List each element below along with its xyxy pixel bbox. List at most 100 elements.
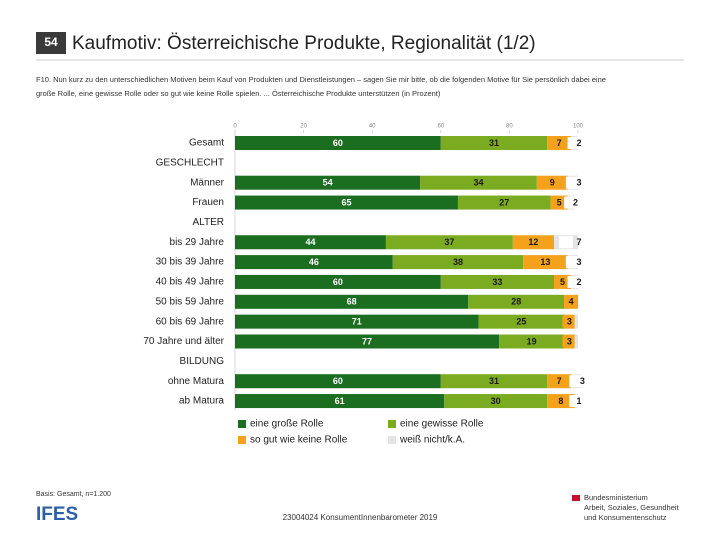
value-label: 3	[567, 317, 572, 327]
label-box	[562, 315, 577, 328]
label-box	[565, 256, 580, 269]
value-label: 37	[444, 237, 454, 247]
bar-segment	[235, 374, 441, 389]
value-label: 19	[527, 336, 537, 346]
label-box	[569, 375, 584, 388]
label-box	[564, 295, 579, 308]
label-box	[565, 176, 580, 189]
bar-segment	[499, 334, 565, 349]
category-label: bis 29 Jahre	[170, 237, 225, 248]
bar-segment	[235, 394, 445, 409]
category-label: 30 bis 39 Jahre	[156, 257, 225, 268]
value-label: 33	[492, 277, 502, 287]
legend-swatch	[238, 436, 246, 444]
legend-swatch	[238, 420, 246, 428]
value-label: 12	[528, 237, 538, 247]
bar-segment	[235, 255, 393, 270]
label-box	[545, 176, 560, 189]
value-label: 54	[323, 178, 333, 188]
value-label: 60	[333, 376, 343, 386]
x-tick-label: 20	[300, 124, 307, 130]
ministry: Bundesministerium	[584, 493, 648, 502]
category-label: 40 bis 49 Jahre	[156, 277, 225, 288]
label-box	[552, 375, 567, 388]
bar-segment	[235, 294, 469, 309]
value-label: 38	[453, 257, 463, 267]
value-label: 8	[558, 396, 563, 406]
category-label: ab Matura	[179, 396, 224, 407]
value-label: 7	[557, 376, 562, 386]
category-label: Männer	[190, 177, 225, 188]
value-label: 30	[491, 396, 501, 406]
legend-label: weiß nicht/k.A.	[399, 435, 465, 446]
legend-label: eine große Rolle	[250, 419, 324, 430]
bar-segment	[440, 374, 548, 389]
question-line: große Rolle, eine gewisse Rolle oder so …	[36, 89, 441, 98]
category-label: ALTER	[193, 217, 225, 228]
label-box	[552, 137, 567, 149]
category-label: 60 bis 69 Jahre	[156, 316, 225, 327]
value-label: 60	[333, 277, 343, 287]
legend-swatch	[388, 436, 396, 444]
ministry: und Konsumentenschutz	[584, 513, 667, 522]
value-label: 2	[576, 138, 581, 148]
bar-segment	[235, 235, 386, 250]
value-label: 5	[557, 197, 562, 207]
footer: 23004024 KonsumentInnenbarometer 2019	[283, 513, 438, 522]
ministry: Arbeit, Soziales, Gesundheit	[584, 503, 680, 512]
value-label: 3	[576, 257, 581, 267]
value-label: 3	[567, 336, 572, 346]
value-label: 71	[352, 317, 362, 327]
value-label: 61	[335, 396, 345, 406]
question-line: F10. Nun kurz zu den unterschiedlichen M…	[36, 75, 606, 84]
slide-title: Kaufmotiv: Österreichische Produkte, Reg…	[72, 33, 536, 54]
label-box	[564, 196, 579, 209]
x-tick-label: 60	[437, 124, 444, 130]
bar-segment	[385, 235, 513, 250]
bar-segment	[235, 136, 441, 150]
bar-segment	[440, 136, 548, 150]
value-label: 65	[341, 197, 351, 207]
bar-segment	[392, 255, 524, 270]
label-box	[526, 236, 541, 249]
bar-segment	[574, 334, 578, 349]
value-label: 60	[333, 138, 343, 148]
x-tick-label: 100	[573, 124, 584, 130]
bar-segment	[444, 394, 548, 409]
label-box	[567, 275, 582, 288]
x-tick-label: 0	[233, 124, 237, 130]
flag-icon	[572, 495, 580, 501]
value-label: 25	[516, 317, 526, 327]
label-box	[562, 335, 577, 348]
category-label: BILDUNG	[180, 356, 225, 367]
bar-segment	[574, 314, 578, 329]
label-box	[552, 196, 567, 209]
value-label: 13	[540, 257, 550, 267]
value-label: 3	[576, 178, 581, 188]
bar-segment	[235, 314, 479, 329]
label-box	[569, 395, 584, 408]
label-box	[558, 236, 573, 249]
category-label: GESCHLECHT	[156, 157, 224, 168]
label-box	[538, 256, 553, 269]
x-tick-label: 80	[506, 124, 513, 130]
bar-segment	[478, 314, 565, 329]
value-label: 28	[511, 297, 521, 307]
value-label: 46	[309, 257, 319, 267]
value-label: 2	[573, 197, 578, 207]
label-box	[555, 275, 570, 288]
category-label: Gesamt	[189, 138, 224, 149]
value-label: 31	[489, 138, 499, 148]
value-label: 27	[499, 197, 509, 207]
category-label: 50 bis 59 Jahre	[156, 296, 225, 307]
logo: IFES	[36, 504, 78, 525]
page-number-box	[36, 32, 66, 54]
bar-segment	[440, 274, 554, 289]
value-label: 77	[362, 336, 372, 346]
bar-segment	[235, 195, 458, 210]
value-label: 9	[550, 178, 555, 188]
value-label: 31	[489, 376, 499, 386]
legend-label: so gut wie keine Rolle	[250, 435, 348, 446]
